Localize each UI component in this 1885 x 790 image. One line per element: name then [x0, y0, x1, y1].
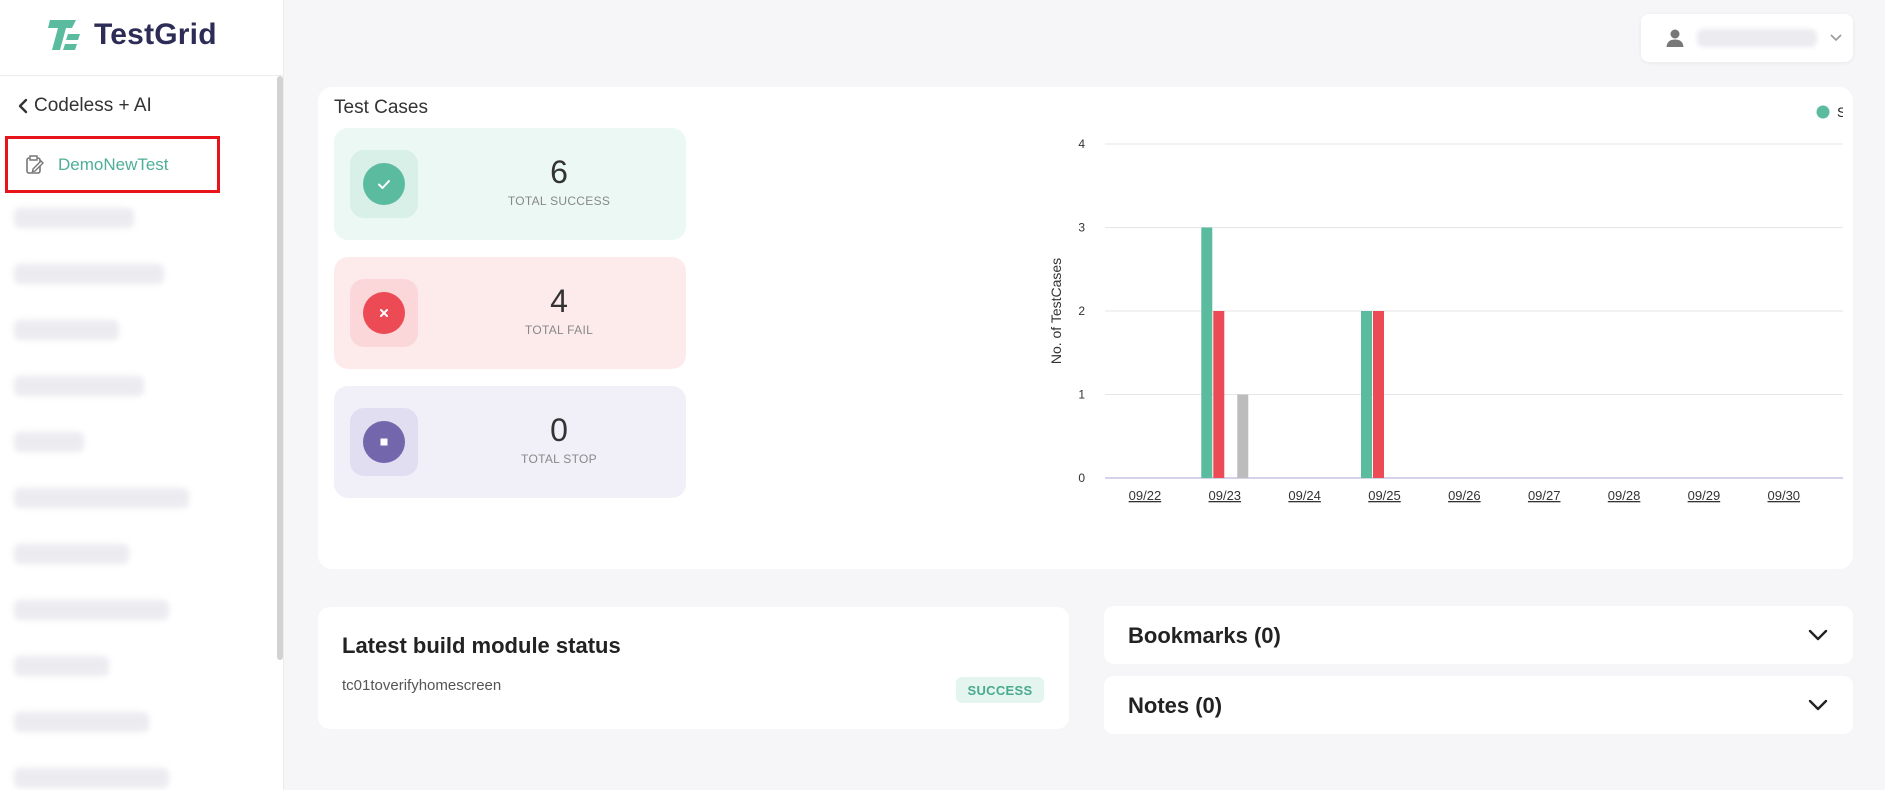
bar-skip: [1237, 394, 1249, 478]
test-cases-card: Test Cases 6 TOTAL SUCCESS 4 TOTAL FAIL …: [318, 87, 1853, 569]
y-tick-label: 2: [1078, 304, 1085, 318]
chevron-down-icon: [1808, 699, 1828, 711]
list-item[interactable]: [14, 376, 144, 396]
build-module-name[interactable]: tc01toverifyhomescreen: [342, 677, 502, 694]
back-link-label: Codeless + AI: [34, 95, 152, 116]
latest-build-card: Latest build module status tc01toverifyh…: [318, 607, 1069, 729]
total-stop-value: 0: [550, 412, 568, 448]
total-success-card: 6 TOTAL SUCCESS: [334, 128, 686, 240]
stop-icon: [363, 421, 405, 463]
check-icon: [363, 163, 405, 205]
list-item[interactable]: [14, 432, 84, 452]
user-menu[interactable]: [1641, 14, 1853, 62]
list-item[interactable]: [14, 600, 169, 620]
fail-icon-wrap: [350, 279, 418, 347]
edit-document-icon: [26, 154, 44, 174]
total-success-value: 6: [550, 154, 568, 190]
x-tick-label: 09/26: [1448, 488, 1481, 503]
bar-fail: [1213, 311, 1225, 478]
sidebar-item-label: DemoNewTest: [58, 154, 169, 174]
y-tick-label: 1: [1078, 388, 1085, 402]
test-cases-title: Test Cases: [334, 97, 428, 118]
user-name: [1697, 29, 1817, 47]
list-item[interactable]: [14, 208, 134, 228]
x-tick-label: 09/30: [1768, 488, 1801, 503]
x-tick-label: 09/24: [1288, 488, 1321, 503]
list-item[interactable]: [14, 488, 189, 508]
sidebar-item-demonewtest[interactable]: DemoNewTest: [5, 136, 220, 193]
stop-icon-wrap: [350, 408, 418, 476]
status-badge: SUCCESS: [956, 677, 1044, 703]
sidebar-blurred-list: [14, 208, 214, 790]
x-tick-label: 09/29: [1688, 488, 1721, 503]
chevron-down-icon: [1830, 34, 1842, 42]
y-axis-label: No. of TestCases: [1048, 258, 1064, 364]
total-stop-caption: TOTAL STOP: [521, 452, 597, 466]
sidebar: TestGrid Codeless + AI DemoNewTest: [0, 0, 284, 790]
bar-fail: [1373, 311, 1384, 478]
x-tick-label: 09/25: [1368, 488, 1401, 503]
sidebar-scrollbar[interactable]: [277, 76, 283, 660]
total-stop-card: 0 TOTAL STOP: [334, 386, 686, 498]
testgrid-logo[interactable]: TestGrid: [46, 16, 217, 54]
testgrid-logo-icon: [48, 20, 80, 50]
list-item[interactable]: [14, 712, 149, 732]
notes-title: Notes (0): [1128, 693, 1223, 718]
y-tick-label: 3: [1078, 221, 1085, 235]
chevron-left-icon: [18, 98, 28, 114]
legend-marker-success: [1816, 105, 1830, 119]
test-cases-bar-chart: 0 1 2 3 4 No. of TestCases 09/22 09/23 09/24 09/2…: [1048, 104, 1843, 503]
x-tick-label: 09/28: [1608, 488, 1641, 503]
y-tick-label: 0: [1078, 471, 1085, 485]
x-tick-label: 09/23: [1209, 488, 1242, 503]
x-tick-label: 09/22: [1129, 488, 1162, 503]
back-to-codeless-link[interactable]: Codeless + AI: [18, 95, 152, 117]
list-item[interactable]: [14, 768, 169, 788]
list-item[interactable]: [14, 320, 119, 340]
total-fail-card: 4 TOTAL FAIL: [334, 257, 686, 369]
user-icon: [1666, 29, 1684, 47]
bookmarks-accordion[interactable]: Bookmarks (0): [1104, 606, 1853, 664]
close-icon: [363, 292, 405, 334]
latest-build-title: Latest build module status: [342, 633, 621, 658]
sidebar-divider: [0, 75, 284, 76]
brand-name: TestGrid: [94, 18, 217, 51]
chevron-down-icon: [1808, 629, 1828, 641]
x-tick-label: 09/27: [1528, 488, 1561, 503]
bar-success: [1361, 311, 1372, 478]
list-item[interactable]: [14, 544, 129, 564]
total-fail-value: 4: [550, 283, 568, 319]
total-success-caption: TOTAL SUCCESS: [507, 194, 611, 208]
list-item[interactable]: [14, 656, 109, 676]
bar-success: [1201, 227, 1213, 478]
y-tick-label: 4: [1078, 137, 1085, 151]
success-icon-wrap: [350, 150, 418, 218]
list-item[interactable]: [14, 264, 164, 284]
notes-accordion[interactable]: Notes (0): [1104, 676, 1853, 734]
total-fail-caption: TOTAL FAIL: [524, 323, 594, 337]
legend-label-success: SUCCESS: [1837, 104, 1843, 120]
bookmarks-title: Bookmarks (0): [1128, 623, 1281, 648]
